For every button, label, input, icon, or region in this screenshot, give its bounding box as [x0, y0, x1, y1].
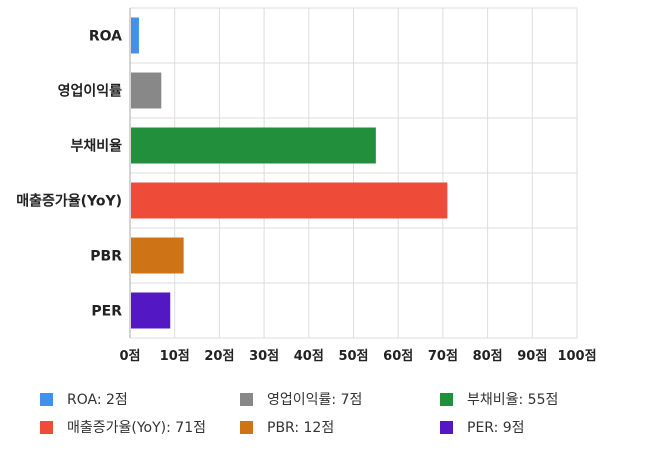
x-tick-label: 50점	[338, 349, 368, 364]
legend-item-operating-margin[interactable]: 영업이익률: 7점	[240, 388, 440, 410]
x-tick-label: 10점	[160, 349, 190, 364]
bar-item[interactable]	[131, 127, 376, 164]
legend-item-debt-ratio[interactable]: 부채비율: 55점	[440, 388, 640, 410]
bar-per[interactable]	[131, 292, 171, 329]
bars	[131, 17, 448, 329]
legend-label: ROA: 2점	[67, 392, 128, 408]
legend-swatch	[40, 420, 53, 434]
legend-label: 매출증가율(YoY): 71점	[67, 420, 206, 436]
x-tick-label: 70점	[428, 349, 458, 364]
category-label: 매출증가율(YoY)	[16, 193, 122, 210]
legend-swatch	[40, 392, 53, 406]
x-tick-label: 80점	[473, 349, 503, 364]
x-tick-label: 30점	[249, 349, 279, 364]
x-tick-label: 60점	[383, 349, 413, 364]
x-tick-label: 20점	[204, 349, 234, 364]
legend-label: 부채비율: 55점	[467, 392, 559, 408]
legend-item-per[interactable]: PER: 9점	[440, 416, 640, 438]
category-label: 영업이익률	[58, 83, 123, 100]
category-label: PER	[91, 304, 122, 320]
category-label: ROA	[89, 29, 122, 45]
x-tick-label: 100점	[557, 349, 596, 364]
bar-roa[interactable]	[131, 17, 139, 54]
legend-label: PBR: 12점	[267, 420, 335, 436]
legend-label: 영업이익률: 7점	[267, 392, 363, 408]
bar-yoy[interactable]	[131, 182, 448, 219]
category-label: PBR	[90, 249, 122, 265]
bar-item[interactable]	[131, 72, 162, 109]
x-tick-label: 90점	[517, 349, 547, 364]
legend-item-roa[interactable]: ROA: 2점	[40, 388, 240, 410]
legend-item-sales-growth[interactable]: 매출증가율(YoY): 71점	[40, 416, 240, 438]
legend-swatch	[440, 392, 453, 406]
legend: ROA: 2점 영업이익률: 7점 부채비율: 55점 매출증가율(YoY): …	[40, 388, 640, 438]
x-tick-labels: 0점 10점 20점 30점 40점 50점 60점 70점 80점 90점 100점	[119, 349, 596, 364]
legend-swatch	[440, 420, 453, 434]
legend-swatch	[240, 392, 253, 406]
bar-pbr[interactable]	[131, 237, 184, 274]
legend-item-pbr[interactable]: PBR: 12점	[240, 416, 440, 438]
x-tick-label: 0점	[119, 349, 140, 364]
x-tick-label: 40점	[294, 349, 324, 364]
category-label: 부채비율	[70, 138, 122, 155]
grid-lines	[129, 7, 578, 339]
legend-label: PER: 9점	[467, 420, 525, 436]
legend-swatch	[240, 420, 253, 434]
